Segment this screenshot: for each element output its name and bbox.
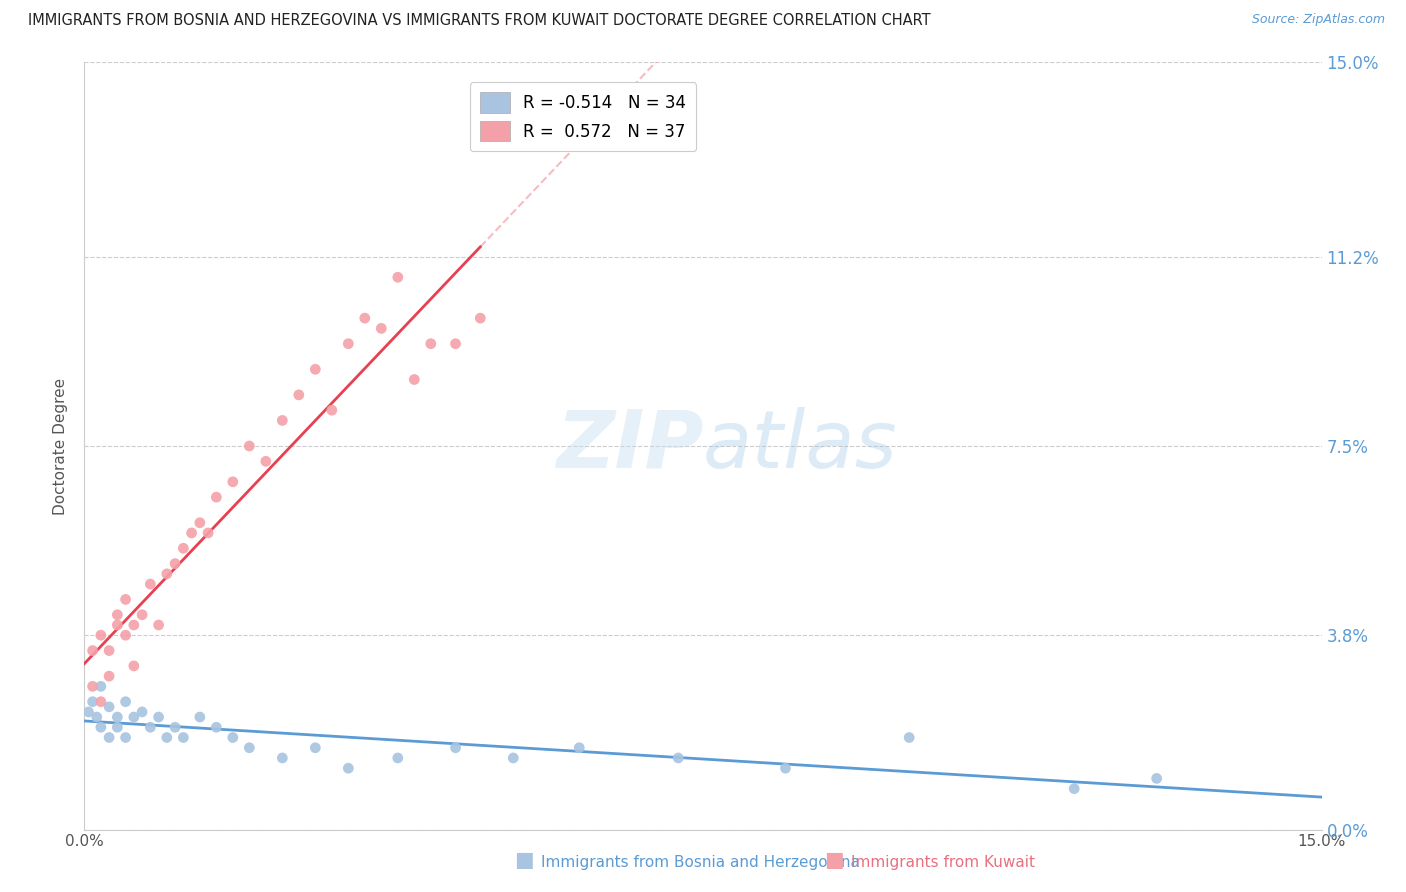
Point [172,541,194,556]
Point [304,740,326,755]
Point [238,439,260,453]
Point [444,336,467,351]
Legend: R = -0.514   N = 34, R =  0.572   N = 37: R = -0.514 N = 34, R = 0.572 N = 37 [470,82,696,152]
Point [82,643,104,657]
Point [470,311,492,326]
Point [114,628,136,642]
Point [180,525,202,540]
Point [105,618,128,632]
Point [205,490,228,504]
Point [114,592,136,607]
Point [337,761,360,775]
Point [205,720,228,734]
Point [90,679,112,693]
Point [82,695,104,709]
Text: ZIP: ZIP [555,407,703,485]
Point [122,618,145,632]
Point [1063,781,1085,796]
Point [98,643,121,657]
Point [90,628,112,642]
Point [304,362,326,376]
Point [353,311,375,326]
Point [188,710,211,724]
Point [188,516,211,530]
Point [775,761,797,775]
Point [86,710,108,724]
Point [114,695,136,709]
Text: atlas: atlas [703,407,898,485]
Point [165,720,187,734]
Point [165,557,187,571]
Point [122,710,145,724]
Point [666,751,689,765]
Text: ■: ■ [515,850,534,870]
Point [82,679,104,693]
Point [222,475,245,489]
Point [122,659,145,673]
Text: ■: ■ [824,850,844,870]
Point [98,669,121,683]
Point [131,705,153,719]
Point [197,525,219,540]
Point [444,740,467,755]
Point [502,751,524,765]
Text: Immigrants from Kuwait: Immigrants from Kuwait [851,855,1035,870]
Point [148,710,170,724]
Point [105,710,128,724]
Point [156,731,179,745]
Point [105,720,128,734]
Point [98,699,121,714]
Point [90,695,112,709]
Point [114,731,136,745]
Point [139,720,162,734]
Point [404,372,426,386]
Point [156,566,179,581]
Point [222,731,245,745]
Point [238,740,260,755]
Point [131,607,153,622]
Point [90,720,112,734]
Point [77,705,100,719]
Point [139,577,162,591]
Point [105,607,128,622]
Point [387,270,409,285]
Point [271,413,294,427]
Y-axis label: Doctorate Degree: Doctorate Degree [53,377,69,515]
Point [172,731,194,745]
Text: Source: ZipAtlas.com: Source: ZipAtlas.com [1251,13,1385,27]
Point [254,454,277,468]
Point [568,740,591,755]
Point [1146,772,1168,786]
Point [337,336,360,351]
Point [288,388,311,402]
Point [98,731,121,745]
Point [271,751,294,765]
Point [148,618,170,632]
Point [419,336,441,351]
Point [370,321,392,335]
Text: Immigrants from Bosnia and Herzegovina: Immigrants from Bosnia and Herzegovina [541,855,860,870]
Point [321,403,343,417]
Point [898,731,921,745]
Text: IMMIGRANTS FROM BOSNIA AND HERZEGOVINA VS IMMIGRANTS FROM KUWAIT DOCTORATE DEGRE: IMMIGRANTS FROM BOSNIA AND HERZEGOVINA V… [28,13,931,29]
Point [387,751,409,765]
